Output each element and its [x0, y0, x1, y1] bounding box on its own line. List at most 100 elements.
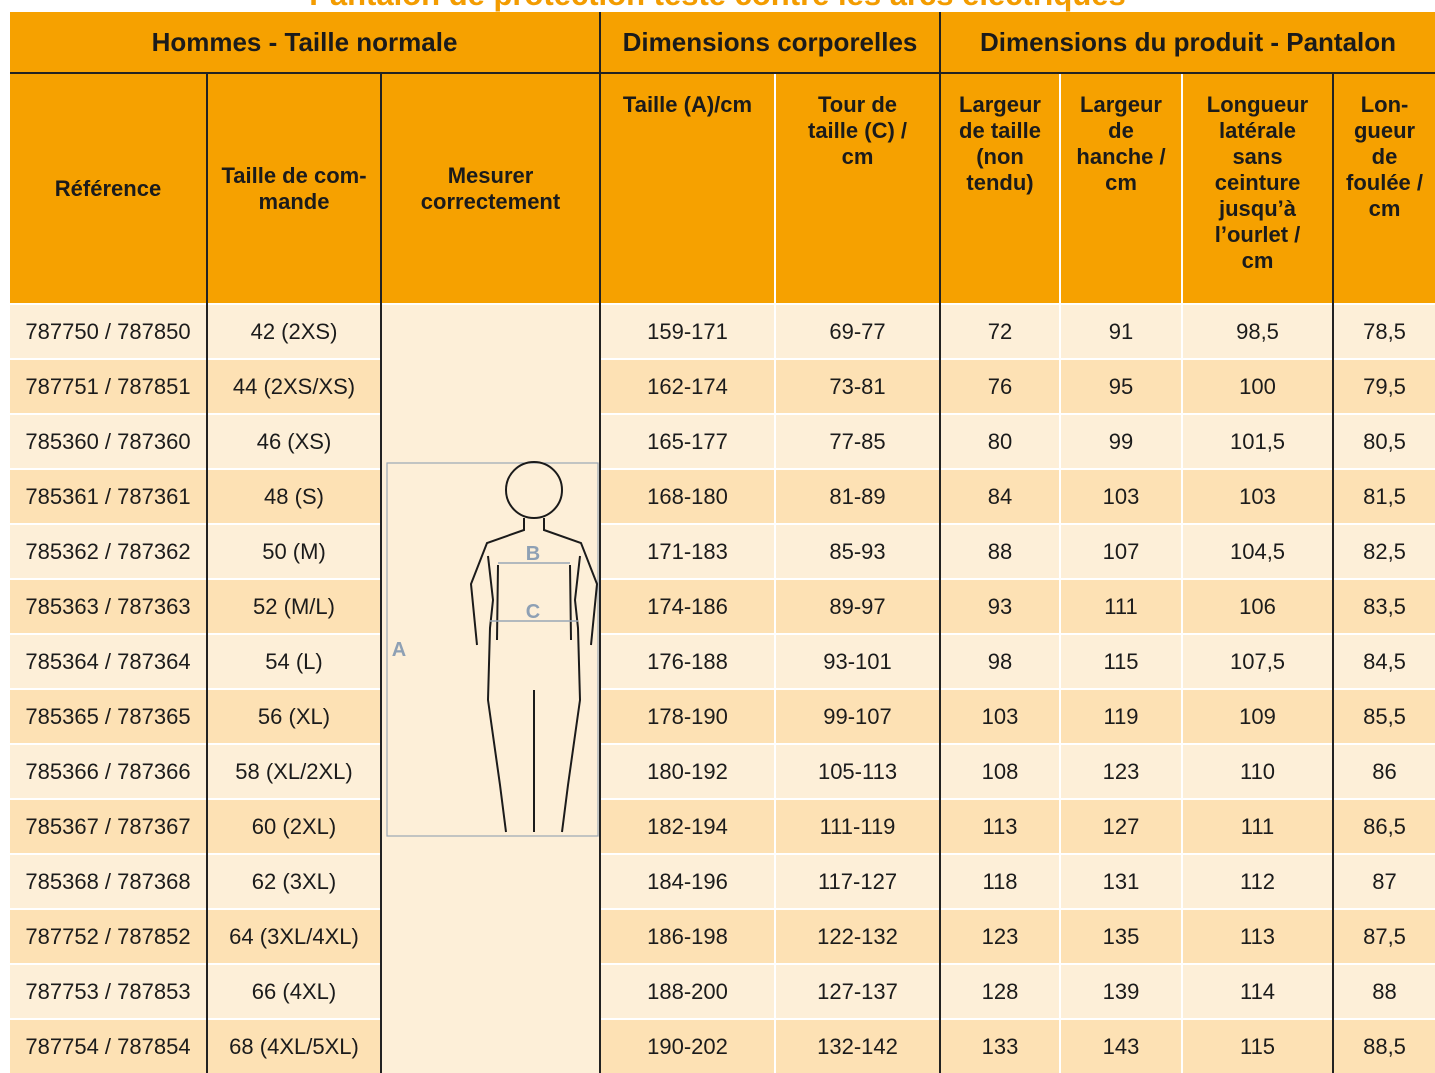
table-cell: 103	[1059, 468, 1183, 524]
table-cell: 787753 / 787853	[10, 963, 207, 1019]
table-cell: 123	[939, 908, 1061, 964]
table-cell: 118	[939, 853, 1061, 909]
table-cell: 171-183	[599, 523, 775, 579]
table-cell: 133	[939, 1018, 1061, 1073]
table-cell: 109	[1181, 688, 1334, 744]
table-cell: 72	[939, 303, 1061, 359]
table-cell: 54 (L)	[206, 633, 381, 689]
table-cell: 95	[1059, 358, 1183, 414]
table-cell: 176-188	[599, 633, 775, 689]
table-cell: 785367 / 787367	[10, 798, 207, 854]
table-cell: 785360 / 787360	[10, 413, 207, 469]
table-cell: 190-202	[599, 1018, 775, 1073]
group-header: Hommes - Taille normale	[10, 12, 600, 74]
table-cell: 159-171	[599, 303, 775, 359]
table-cell: 42 (2XS)	[206, 303, 381, 359]
table-cell: 111	[1059, 578, 1183, 634]
table-cell: 93	[939, 578, 1061, 634]
table-cell: 785362 / 787362	[10, 523, 207, 579]
table-cell: 174-186	[599, 578, 775, 634]
table-cell: 50 (M)	[206, 523, 381, 579]
table-row: 787753 / 787853 66 (4XL) 188-200 127-137 128…	[10, 963, 1435, 1019]
table-cell: 128	[939, 963, 1061, 1019]
table-cell: 131	[1059, 853, 1183, 909]
table-cell: 58 (XL/2XL)	[206, 743, 381, 799]
table-cell: 787754 / 787854	[10, 1018, 207, 1073]
table-cell: 56 (XL)	[206, 688, 381, 744]
table-row: 785360 / 787360 46 (XS) 165-177 77-85 80 99 10…	[10, 413, 1435, 469]
table-cell: 107	[1059, 523, 1183, 579]
table-cell: 85-93	[773, 523, 941, 579]
table-cell: 87,5	[1332, 908, 1435, 964]
table-cell: 77-85	[773, 413, 941, 469]
table-cell: 81,5	[1332, 468, 1435, 524]
table-cell: 135	[1059, 908, 1183, 964]
table-row: 787750 / 787850 42 (2XS) 159-171 69-77 72 91 9…	[10, 303, 1435, 1073]
table-cell: 99	[1059, 413, 1183, 469]
table-cell: 80,5	[1332, 413, 1435, 469]
table-cell: 123	[1059, 743, 1183, 799]
table-cell: 84,5	[1332, 633, 1435, 689]
table-cell: 113	[939, 798, 1061, 854]
table-cell: 86	[1332, 743, 1435, 799]
table-cell: 112	[1181, 853, 1334, 909]
table-cell: 785366 / 787366	[10, 743, 207, 799]
table-cell: 79,5	[1332, 358, 1435, 414]
table-cell: 184-196	[599, 853, 775, 909]
table-cell: 787750 / 787850	[10, 303, 207, 359]
table-cell: 162-174	[599, 358, 775, 414]
table-cell: 117-127	[773, 853, 941, 909]
table-cell: 89-97	[773, 578, 941, 634]
table-cell: 787752 / 787852	[10, 908, 207, 964]
table-cell: 87	[1332, 853, 1435, 909]
table-cell: 46 (XS)	[206, 413, 381, 469]
page-title: Pantalon de protection testé contre les …	[0, 0, 1435, 13]
table-cell: 52 (M/L)	[206, 578, 381, 634]
table-cell: 143	[1059, 1018, 1183, 1073]
table-row: 785364 / 787364 54 (L) 176-188 93-101 98 115 1…	[10, 633, 1435, 689]
table-cell: 111-119	[773, 798, 941, 854]
table-cell: 91	[1059, 303, 1183, 359]
table-cell: 60 (2XL)	[206, 798, 381, 854]
table-cell: 186-198	[599, 908, 775, 964]
column-header: Lon- gueur de foulée / cm	[1332, 73, 1435, 304]
table-cell: 107,5	[1181, 633, 1334, 689]
table-cell: 88	[939, 523, 1061, 579]
table-cell: 113	[1181, 908, 1334, 964]
table-cell: 785368 / 787368	[10, 853, 207, 909]
table-cell: 105-113	[773, 743, 941, 799]
table-cell: 84	[939, 468, 1061, 524]
table-cell: 108	[939, 743, 1061, 799]
table-cell: 103	[1181, 468, 1334, 524]
column-header: Tour de taille (C) / cm	[773, 73, 941, 304]
table-cell: 785361 / 787361	[10, 468, 207, 524]
table-row: 785368 / 787368 62 (3XL) 184-196 117-127 118…	[10, 853, 1435, 909]
table-cell: 785365 / 787365	[10, 688, 207, 744]
table-cell: 111	[1181, 798, 1334, 854]
table-cell: 178-190	[599, 688, 775, 744]
table-cell: 98	[939, 633, 1061, 689]
column-header: Mesurer correctement	[380, 73, 600, 304]
table-cell: 44 (2XS/XS)	[206, 358, 381, 414]
table-cell: 115	[1059, 633, 1183, 689]
table-row: 785363 / 787363 52 (M/L) 174-186 89-97 93 111…	[10, 578, 1435, 634]
table-cell: 66 (4XL)	[206, 963, 381, 1019]
table-cell: 182-194	[599, 798, 775, 854]
table-cell: 64 (3XL/4XL)	[206, 908, 381, 964]
table-cell: 48 (S)	[206, 468, 381, 524]
table-cell: 787751 / 787851	[10, 358, 207, 414]
group-row: Hommes - Taille normale Dimensions corpo…	[10, 12, 1435, 74]
table-cell: 82,5	[1332, 523, 1435, 579]
table-cell: 98,5	[1181, 303, 1334, 359]
table-cell: 85,5	[1332, 688, 1435, 744]
table-row: 785366 / 787366 58 (XL/2XL) 180-192 105-113…	[10, 743, 1435, 799]
table-cell: 127	[1059, 798, 1183, 854]
table-cell: 73-81	[773, 358, 941, 414]
table-row: 785365 / 787365 56 (XL) 178-190 99-107 103 11…	[10, 688, 1435, 744]
table-cell: 114	[1181, 963, 1334, 1019]
column-row: Référence Taille de com- mande Mesurer cor…	[10, 73, 1435, 304]
table-cell: 69-77	[773, 303, 941, 359]
table-cell: 104,5	[1181, 523, 1334, 579]
table-cell: 83,5	[1332, 578, 1435, 634]
